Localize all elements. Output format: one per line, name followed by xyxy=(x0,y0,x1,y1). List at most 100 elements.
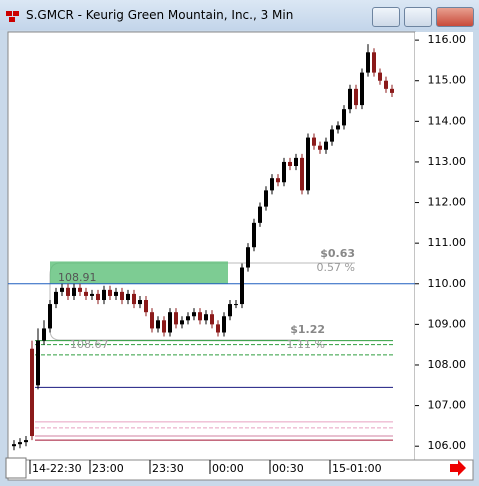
plot-area xyxy=(7,31,416,461)
candle-body xyxy=(12,444,16,447)
candle-body xyxy=(192,312,196,317)
app-icon xyxy=(6,11,19,22)
annotation: 108.91 xyxy=(58,271,97,284)
candle-body xyxy=(174,312,178,325)
candle-body xyxy=(36,340,40,386)
candle-body xyxy=(306,137,310,191)
x-tick-label: 23:30 xyxy=(152,462,184,475)
candle-body xyxy=(348,88,352,110)
corner-box[interactable] xyxy=(5,457,27,479)
candle-body xyxy=(342,109,346,126)
candle-body xyxy=(108,289,112,296)
candle-body xyxy=(72,287,76,296)
candle-body xyxy=(324,141,328,150)
candle-body xyxy=(312,137,316,146)
candle-body xyxy=(222,316,226,333)
candle-body xyxy=(48,304,52,329)
candle-body xyxy=(366,52,370,73)
candle-body xyxy=(120,291,124,301)
candle-body xyxy=(378,72,382,81)
candle-body xyxy=(168,312,172,333)
candle-body xyxy=(390,88,394,93)
candle-body xyxy=(66,287,70,296)
candle-body xyxy=(360,72,364,106)
candle-body xyxy=(180,320,184,325)
annotation: 1.11 % xyxy=(287,338,325,351)
candle-body xyxy=(228,304,232,317)
candle-body xyxy=(288,161,292,167)
candle-body xyxy=(210,314,214,325)
candle-body xyxy=(84,291,88,296)
candle-body xyxy=(354,88,358,106)
x-tick-label: 15-01:00 xyxy=(332,462,382,475)
y-tick-label: 114.00 xyxy=(428,114,467,127)
candle-body xyxy=(138,300,142,305)
candle-body xyxy=(330,129,334,142)
candle-body xyxy=(132,293,136,305)
candle-body xyxy=(78,287,82,292)
candle-body xyxy=(270,178,274,191)
annotation: $1.22 xyxy=(290,323,325,336)
x-tick-label: 23:00 xyxy=(92,462,124,475)
candle-body xyxy=(282,161,286,183)
y-tick-label: 111.00 xyxy=(428,236,467,249)
candle-body xyxy=(318,145,322,150)
candle-body xyxy=(156,320,160,329)
candle-body xyxy=(246,247,250,268)
x-tick-label: 00:00 xyxy=(212,462,244,475)
maximize-button[interactable] xyxy=(404,7,432,27)
candle-body xyxy=(102,289,106,301)
annotation: $0.63 xyxy=(320,247,355,260)
y-tick-label: 107.00 xyxy=(428,399,467,412)
candle-body xyxy=(372,52,376,73)
x-tick-label: 14-22:30 xyxy=(32,462,82,475)
candle-body xyxy=(264,190,268,207)
candle-body xyxy=(204,314,208,321)
candle-body xyxy=(276,178,280,183)
scroll-arrow[interactable] xyxy=(450,460,466,476)
candle-body xyxy=(114,291,118,296)
candle-body xyxy=(42,328,46,341)
y-tick-label: 109.00 xyxy=(428,317,467,330)
close-button[interactable] xyxy=(436,7,474,27)
candle-body xyxy=(252,222,256,248)
candle-body xyxy=(96,293,100,301)
highlight-box xyxy=(50,261,228,284)
y-tick-label: 113.00 xyxy=(428,155,467,168)
candle-body xyxy=(384,80,388,89)
candle-body xyxy=(30,348,34,437)
y-tick-label: 106.00 xyxy=(428,439,467,452)
y-tick-label: 108.00 xyxy=(428,358,467,371)
candle-body xyxy=(162,320,166,333)
candle-body xyxy=(24,440,28,443)
candle-body xyxy=(258,206,262,223)
candle-body xyxy=(90,293,94,296)
y-tick-label: 112.00 xyxy=(428,196,467,209)
candle-body xyxy=(54,291,58,305)
candle-body xyxy=(186,316,190,321)
annotation: 108.67 xyxy=(70,338,109,351)
candle-body xyxy=(234,304,238,306)
candle-body xyxy=(144,300,148,313)
annotation: 0.57 % xyxy=(317,261,355,274)
y-tick-label: 116.00 xyxy=(428,33,467,46)
y-axis-area xyxy=(415,32,473,460)
y-tick-label: 115.00 xyxy=(428,74,467,87)
title-bar: S.GMCR - Keurig Green Mountain, Inc., 3 … xyxy=(0,0,479,30)
candle-body xyxy=(240,267,244,305)
candle-body xyxy=(294,157,298,167)
candle-body xyxy=(198,312,202,321)
candle-body xyxy=(126,293,130,301)
candle-body xyxy=(336,125,340,130)
candle-body xyxy=(60,287,64,292)
minimize-button[interactable] xyxy=(372,7,400,27)
candle-body xyxy=(216,324,220,333)
candle-body xyxy=(300,157,304,191)
candle-body xyxy=(18,442,22,445)
x-tick-label: 00:30 xyxy=(272,462,304,475)
window-title: S.GMCR - Keurig Green Mountain, Inc., 3 … xyxy=(26,8,294,22)
candle-body xyxy=(150,312,154,329)
y-tick-label: 110.00 xyxy=(428,277,467,290)
